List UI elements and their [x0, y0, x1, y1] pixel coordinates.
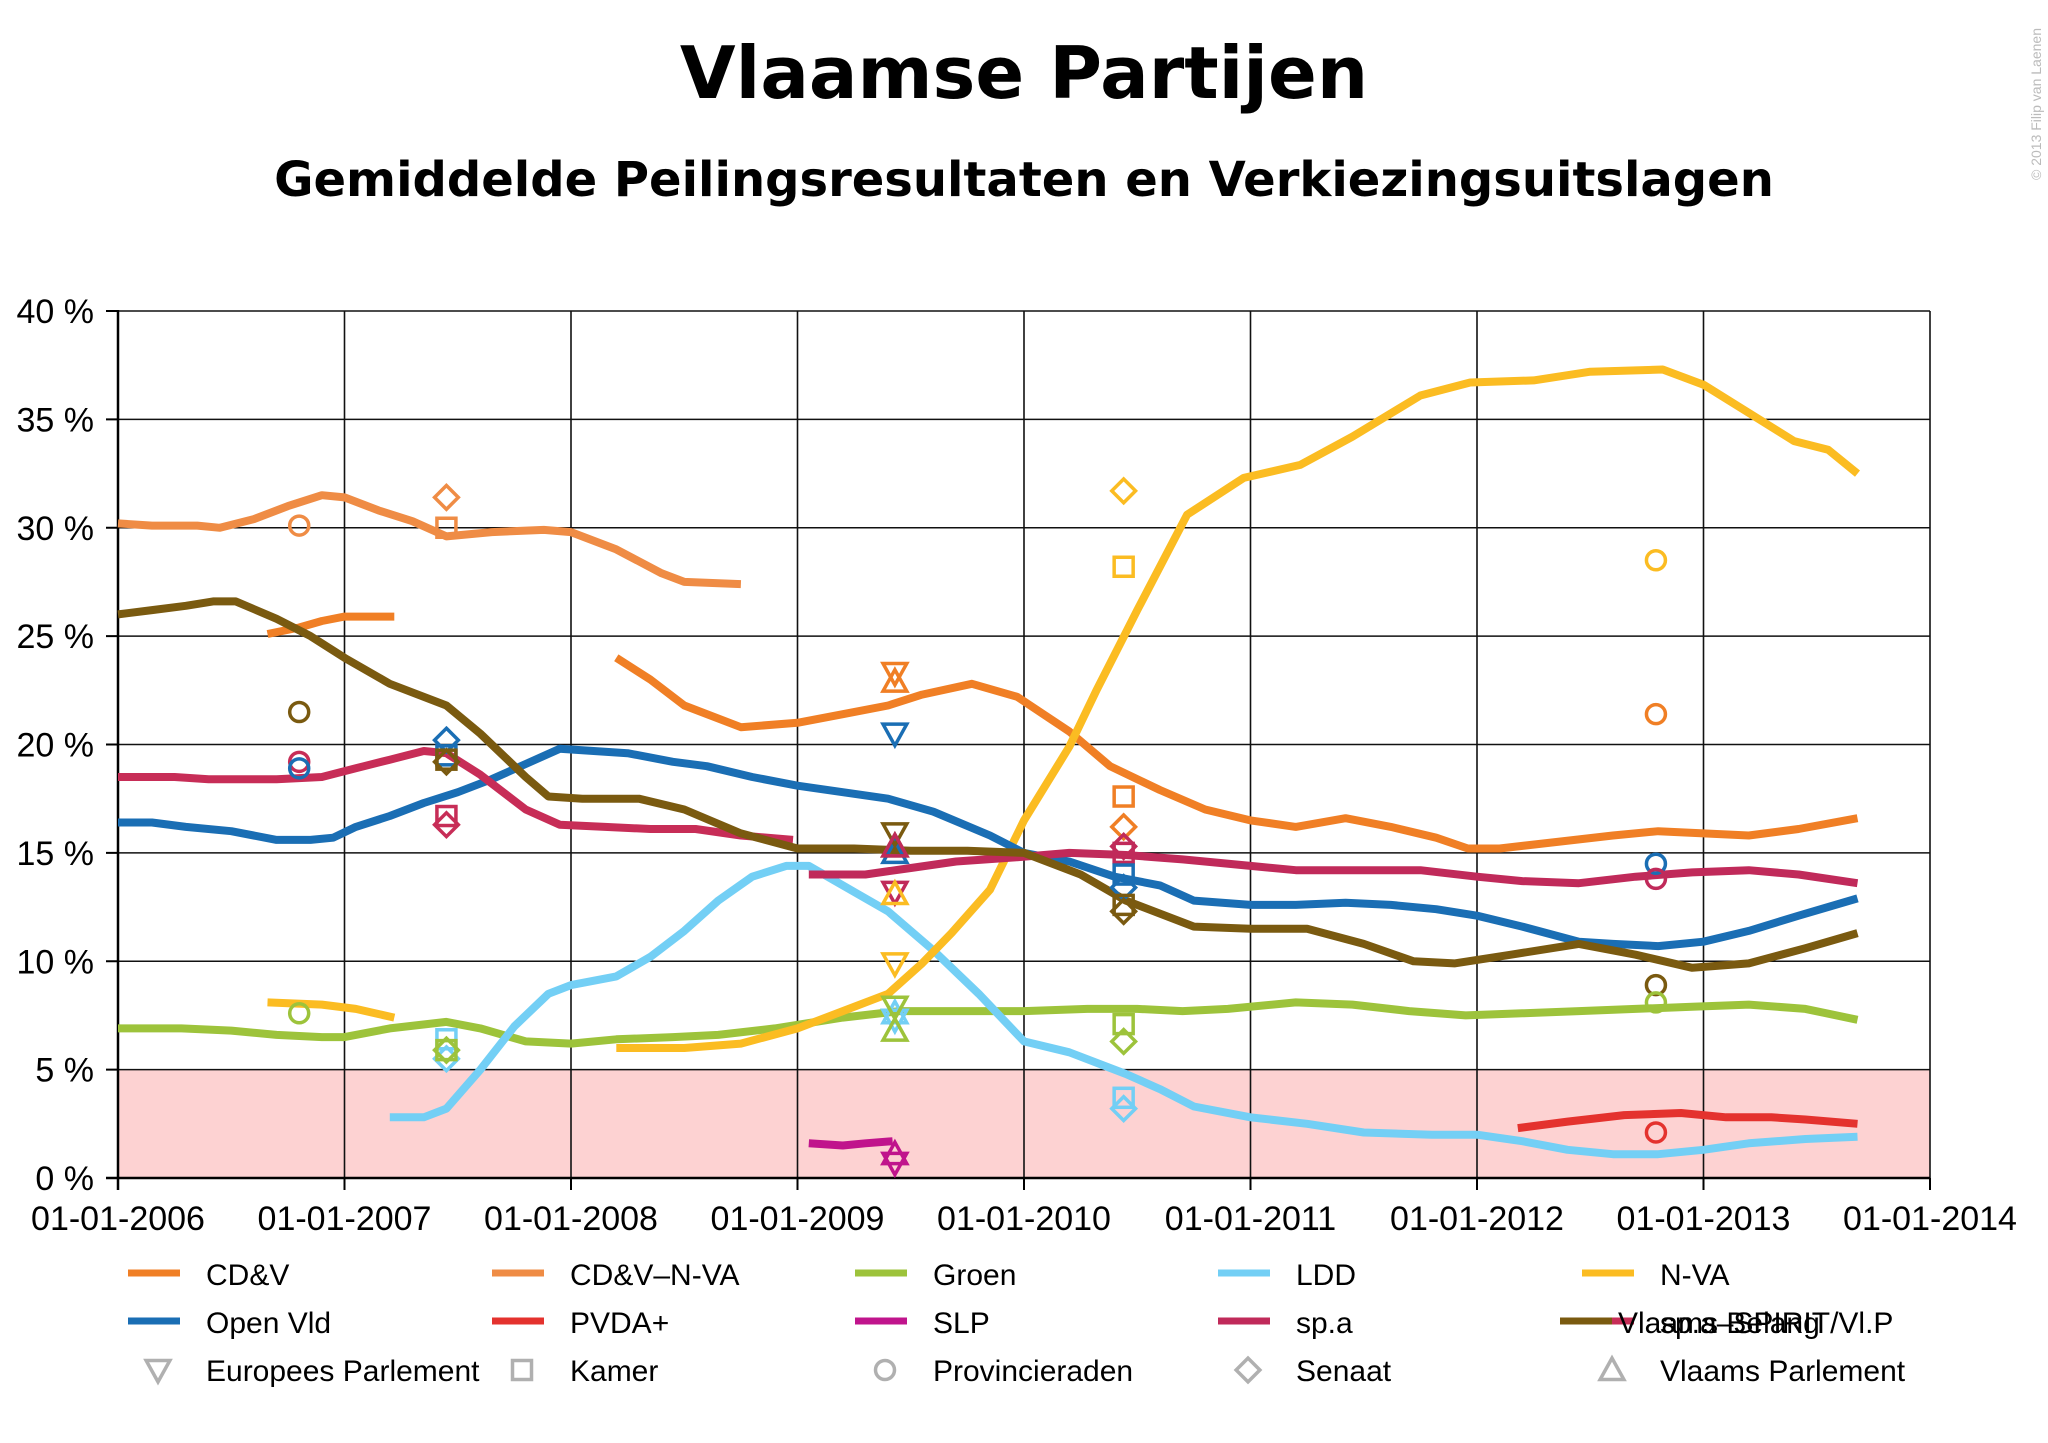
- election-marker: [880, 661, 910, 689]
- election-marker: [880, 666, 910, 693]
- legend-marker-kamer: [510, 1358, 534, 1382]
- election-marker: [880, 837, 910, 865]
- election-marker: [1112, 893, 1135, 917]
- x-tick-label: 01-01-2007: [258, 1200, 432, 1238]
- legend-label-vlaams-belang: Vlaams Belang: [1618, 1307, 1820, 1340]
- legend-label-vlaams-parlement: Vlaams Parlement: [1660, 1355, 1906, 1388]
- series-line-pvda: [1517, 1109, 1858, 1133]
- legend: CD&V CD&V–N-VA Groen LDD N-VA Open Vld PVDA+ SL…: [128, 1259, 1906, 1388]
- series-line-cd-v: [614, 654, 1859, 853]
- x-tick-label: 01-01-2011: [1165, 1200, 1336, 1238]
- election-marker: [1109, 1094, 1139, 1123]
- y-tick-label: 25 %: [17, 618, 95, 656]
- election-marker: [287, 750, 311, 774]
- plot-area: 0 % 5 % 10 % 15 % 20 % 25 % 30 % 35 % 40 % 01-01-…: [17, 293, 2017, 1238]
- election-marker: [880, 1008, 910, 1036]
- legend-label-n-va: N-VA: [1660, 1259, 1729, 1292]
- election-marker: [1112, 785, 1135, 808]
- chart-title: Vlaamse Partijen: [680, 31, 1368, 115]
- election-marker: [1644, 549, 1668, 572]
- series-line-n-va: [616, 365, 1861, 1052]
- election-marker: [1112, 1086, 1135, 1110]
- election-marker: [1112, 863, 1135, 886]
- legend-label-europees-parlement: Europees Parlement: [206, 1355, 480, 1388]
- legend-label-senaat: Senaat: [1296, 1355, 1392, 1388]
- y-tick-label: 10 %: [17, 943, 95, 981]
- election-marker: [1112, 555, 1135, 579]
- x-tick-label: 01-01-2013: [1617, 1200, 1791, 1238]
- election-marker: [1112, 1012, 1135, 1036]
- election-marker: [1644, 1121, 1668, 1144]
- y-tick-label: 20 %: [17, 727, 95, 765]
- series-line-slp: [808, 1137, 893, 1150]
- election-marker: [880, 878, 910, 906]
- legend-label-sp-a: sp.a: [1296, 1307, 1353, 1340]
- election-marker: [880, 995, 910, 1023]
- election-marker: [1109, 476, 1139, 506]
- series-line-sp-a: [808, 848, 1859, 888]
- election-marker: [1109, 1027, 1139, 1056]
- election-marker: [1109, 897, 1139, 926]
- x-tick-label: 01-01-2010: [937, 1200, 1111, 1238]
- legend-label-cd-v: CD&V: [206, 1259, 289, 1292]
- legend-marker-senaat: [1233, 1355, 1263, 1385]
- legend-marker-provincieraden: [873, 1358, 897, 1382]
- legend-marker-vlaams-parlement: [1597, 1354, 1627, 1382]
- series-line-ldd: [389, 861, 1858, 1159]
- election-marker: [435, 748, 458, 771]
- election-marker: [1644, 991, 1668, 1014]
- election-marker: [435, 516, 458, 539]
- election-marker: [435, 804, 458, 828]
- y-tick-label: 30 %: [17, 510, 95, 548]
- election-marker: [880, 952, 910, 979]
- series-line-cd-v-n-va: [117, 491, 742, 589]
- x-tick-label: 01-01-2008: [484, 1200, 658, 1238]
- election-marker: [880, 1015, 910, 1042]
- election-marker: [1644, 867, 1668, 891]
- legend-label-sp-a-spirit-vl-p: sp.a–SPIRIT/Vl.P: [1660, 1307, 1893, 1340]
- y-tick-label: 0 %: [35, 1160, 94, 1198]
- legend-label-kamer: Kamer: [570, 1355, 658, 1388]
- election-marker: [1644, 852, 1668, 875]
- x-tick-label: 01-01-2009: [711, 1200, 885, 1238]
- legend-label-ldd: LDD: [1296, 1259, 1356, 1292]
- y-tick-label: 35 %: [17, 401, 95, 439]
- election-marker: [432, 483, 461, 512]
- legend-label-provincieraden: Provincieraden: [933, 1355, 1133, 1388]
- election-marker: [880, 822, 910, 849]
- series-line-cd-v: [266, 612, 395, 638]
- election-marker: [435, 1038, 458, 1062]
- x-tick-label: 01-01-2006: [31, 1200, 205, 1238]
- election-marker: [880, 1138, 910, 1166]
- series-line-n-va: [267, 998, 396, 1022]
- legend-label-pvda: PVDA+: [570, 1307, 669, 1340]
- y-tick-label: 15 %: [17, 835, 95, 873]
- chart-subtitle: Gemiddelde Peilingsresultaten en Verkiez…: [274, 152, 1774, 208]
- election-marker: [880, 997, 910, 1025]
- legend-label-cd-v-n-va: CD&V–N-VA: [570, 1259, 739, 1292]
- series-line-open-vld: [118, 744, 1859, 951]
- y-tick-label: 40 %: [17, 293, 95, 331]
- copyright-notice: © 2013 Filip van Laenen: [2028, 28, 2044, 180]
- x-tick-label: 01-01-2014: [1843, 1200, 2017, 1238]
- election-marker: [287, 757, 311, 780]
- election-marker: [1109, 812, 1139, 842]
- y-tick-label: 5 %: [35, 1052, 94, 1090]
- legend-label-slp: SLP: [933, 1307, 990, 1340]
- election-marker: [287, 514, 311, 537]
- election-marker: [1112, 841, 1135, 865]
- election-marker: [880, 722, 910, 750]
- series-line-sp-a-spirit-vl-p: [118, 747, 794, 844]
- legend-label-groen: Groen: [933, 1259, 1016, 1292]
- x-tick-label: 01-01-2012: [1390, 1200, 1564, 1238]
- legend-marker-europees-parlement: [143, 1358, 173, 1386]
- election-marker: [1644, 702, 1668, 726]
- series-line-vlaams-belang: [117, 597, 1859, 972]
- election-marker: [287, 700, 311, 724]
- legend-label-open-vld: Open Vld: [206, 1307, 331, 1340]
- election-marker: [287, 1002, 311, 1025]
- series-line-groen: [118, 998, 1859, 1048]
- election-marker: [880, 830, 910, 858]
